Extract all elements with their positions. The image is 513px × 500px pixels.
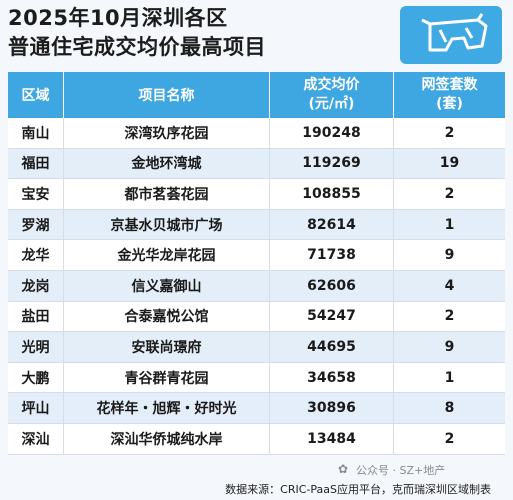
price-cell: 190248	[270, 118, 394, 148]
page-title: 2025年10月深圳各区 普通住宅成交均价最高项目	[8, 4, 266, 62]
region-cell: 大鹏	[8, 362, 64, 393]
table-row: 南山 深湾玖序花园 190248 2	[8, 118, 505, 149]
price-table: 区域 项目名称 成交均价 (元/㎡) 网签套数 (套) 南山 深湾玖序花园 19…	[8, 72, 505, 455]
table-header: 区域 项目名称 成交均价 (元/㎡) 网签套数 (套)	[8, 72, 505, 118]
region-cell: 龙岗	[8, 270, 64, 301]
table-row: 福田 金地环湾城 119269 19	[8, 148, 505, 180]
header-price-line2: (元/㎡)	[308, 96, 355, 112]
project-cell: 合泰嘉悦公馆	[64, 301, 270, 332]
units-cell: 9	[444, 247, 455, 264]
header-region: 区域	[8, 72, 64, 118]
table-row: 光明 安联尚璟府 44695 9	[8, 332, 505, 363]
title-line-2: 普通住宅成交均价最高项目	[8, 35, 266, 59]
table-body: 南山 深湾玖序花园 190248 2 福田 金地环湾城 119269 19 宝安…	[8, 118, 505, 455]
price-cell: 34658	[270, 362, 394, 393]
source-note: 数据来源：CRIC-PaaS应用平台，克而瑞深圳区域制表	[225, 482, 491, 496]
project-cell: 青谷群青花园	[64, 362, 270, 393]
region-cell: 深汕	[8, 423, 64, 454]
title-line-1: 2025年10月深圳各区	[8, 6, 228, 30]
price-cell: 13484	[270, 423, 394, 454]
region-cell: 宝安	[8, 179, 64, 209]
table-row: 龙华 金光华龙岸花园 71738 9	[8, 240, 505, 271]
region-cell: 坪山	[8, 393, 64, 423]
price-cell: 44695	[270, 332, 394, 362]
wechat-icon: ✿	[338, 462, 349, 476]
price-cell: 108855	[270, 179, 394, 209]
header-units-line1: 网签套数	[421, 77, 478, 93]
price-cell: 30896	[270, 393, 394, 423]
project-cell: 信义嘉御山	[64, 270, 270, 301]
project-cell: 金地环湾城	[64, 148, 270, 179]
units-cell: 4	[444, 277, 455, 294]
units-cell: 2	[444, 308, 455, 325]
header-price: 成交均价 (元/㎡)	[270, 72, 394, 118]
header-project: 项目名称	[64, 72, 270, 118]
project-cell: 深汕华侨城纯水岸	[64, 423, 270, 454]
project-cell: 深湾玖序花园	[64, 118, 270, 148]
table-row: 龙岗 信义嘉御山 62606 4	[8, 270, 505, 302]
header-units: 网签套数 (套)	[394, 72, 505, 118]
header-price-line1: 成交均价	[303, 77, 360, 93]
units-cell: 9	[444, 338, 455, 355]
table-row: 坪山 花样年・旭辉・好时光 30896 8	[8, 393, 505, 424]
project-cell: 都市茗荟花园	[64, 179, 270, 209]
header-units-line2: (套)	[436, 96, 463, 112]
table-row: 深汕 深汕华侨城纯水岸 13484 2	[8, 423, 505, 455]
units-cell: 2	[444, 430, 455, 447]
region-cell: 盐田	[8, 301, 64, 332]
units-cell: 2	[444, 185, 455, 202]
table-row: 大鹏 青谷群青花园 34658 1	[8, 362, 505, 394]
region-cell: 光明	[8, 332, 64, 362]
region-cell: 福田	[8, 148, 64, 179]
price-cell: 71738	[270, 240, 394, 270]
watermark-text: 公众号 · SZ+地产	[356, 464, 446, 477]
units-cell: 8	[444, 400, 455, 417]
units-cell: 19	[439, 155, 460, 172]
units-cell: 2	[444, 124, 455, 141]
table-row: 宝安 都市茗荟花园 108855 2	[8, 179, 505, 210]
price-cell: 82614	[270, 209, 394, 240]
project-cell: 京基水贝城市广场	[64, 209, 270, 240]
table-row: 罗湖 京基水贝城市广场 82614 1	[8, 209, 505, 241]
price-cell: 119269	[270, 148, 394, 179]
glasses-icon	[400, 6, 502, 64]
table-row: 盐田 合泰嘉悦公馆 54247 2	[8, 301, 505, 333]
project-cell: 花样年・旭辉・好时光	[64, 393, 270, 423]
project-cell: 安联尚璟府	[64, 332, 270, 362]
price-cell: 54247	[270, 301, 394, 332]
region-cell: 罗湖	[8, 209, 64, 240]
project-cell: 金光华龙岸花园	[64, 240, 270, 270]
units-cell: 1	[444, 216, 455, 233]
units-cell: 1	[444, 369, 455, 386]
region-cell: 龙华	[8, 240, 64, 270]
region-cell: 南山	[8, 118, 64, 148]
price-cell: 62606	[270, 270, 394, 301]
